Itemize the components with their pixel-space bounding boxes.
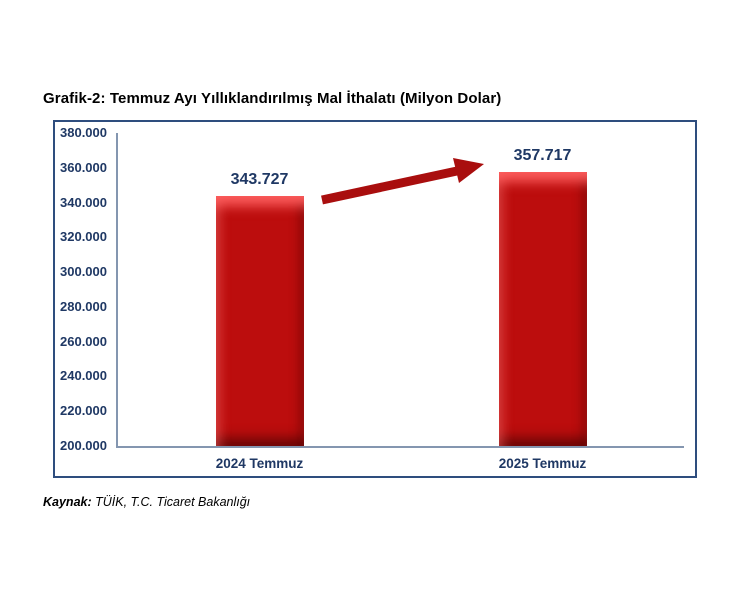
y-tick-label: 300.000	[60, 264, 107, 280]
source-caption: Kaynak: TÜİK, T.C. Ticaret Bakanlığı	[43, 495, 250, 509]
chart-frame: 380.000 360.000 340.000 320.000 300.000 280.0…	[53, 120, 697, 478]
y-axis-line	[116, 133, 118, 448]
x-axis-line	[116, 446, 684, 448]
y-tick-label: 220.000	[60, 403, 107, 419]
source-prefix: Kaynak:	[43, 495, 92, 509]
y-tick-label: 200.000	[60, 438, 107, 453]
value-label: 357.717	[513, 146, 572, 164]
increase-arrow-icon	[321, 158, 484, 205]
y-tick-label: 240.000	[60, 368, 107, 384]
x-category-label: 2025 Temmuz	[498, 456, 587, 471]
chart-title: Grafik-2: Temmuz Ayı Yıllıklandırılmış M…	[43, 90, 502, 107]
bar-2025-temmuz	[498, 171, 587, 446]
source-text: TÜİK, T.C. Ticaret Bakanlığı	[91, 495, 251, 509]
bar-2024-temmuz	[215, 196, 304, 446]
y-tick-label: 280.000	[60, 298, 107, 314]
y-tick-label: 340.000	[60, 194, 107, 210]
value-label: 343.727	[230, 171, 289, 189]
x-category-label: 2024 Temmuz	[215, 456, 304, 471]
y-tick-label: 380.000	[60, 125, 107, 140]
y-tick-label: 360.000	[60, 159, 107, 175]
y-tick-label: 260.000	[60, 333, 107, 349]
y-tick-label: 320.000	[60, 229, 107, 245]
